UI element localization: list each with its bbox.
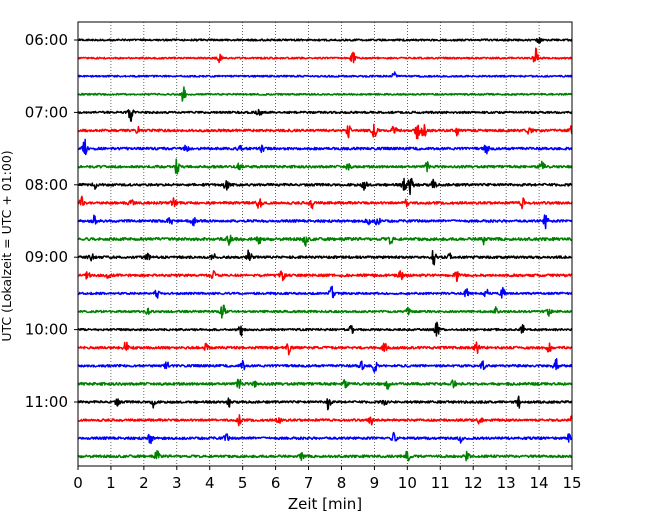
- trace-line: [77, 358, 573, 373]
- x-tick-label: 9: [370, 474, 380, 492]
- trace-line: [77, 270, 573, 283]
- trace-line: [77, 47, 573, 64]
- trace-line: [77, 378, 573, 390]
- y-tick-label: 08:00: [25, 176, 68, 194]
- trace-line: [77, 285, 573, 299]
- x-tick-label: 10: [398, 474, 417, 492]
- seismic-traces: [77, 37, 573, 462]
- trace-line: [77, 431, 573, 445]
- x-tick-label: 0: [73, 474, 83, 492]
- x-tick-label: 6: [271, 474, 281, 492]
- plot-frame: [77, 21, 573, 467]
- trace-line: [77, 321, 573, 337]
- y-axis-label: UTC (Lokalzeit = UTC + 01:00): [0, 150, 14, 341]
- trace-line: [77, 158, 573, 175]
- trace-line: [77, 108, 573, 122]
- x-tick-label: 3: [172, 474, 182, 492]
- vertical-gridlines: [110, 22, 540, 466]
- x-tick-label: 11: [431, 474, 450, 492]
- x-tick-label: 8: [337, 474, 347, 492]
- y-tick-label: 11:00: [25, 393, 68, 411]
- x-tick-label: 14: [530, 474, 549, 492]
- x-tick-label: 15: [562, 474, 581, 492]
- x-tick-label: 4: [205, 474, 215, 492]
- trace-line: [77, 304, 573, 319]
- trace-line: [77, 37, 573, 45]
- x-tick-label: 2: [139, 474, 149, 492]
- trace-line: [77, 214, 573, 230]
- x-axis-label: Zeit [min]: [288, 495, 362, 513]
- trace-line: [77, 234, 573, 247]
- y-tick-label: 07:00: [25, 103, 68, 121]
- trace-line: [77, 414, 573, 427]
- y-tick-label: 09:00: [25, 248, 68, 266]
- trace-line: [77, 71, 573, 78]
- trace-line: [77, 195, 573, 210]
- trace-line: [77, 86, 573, 102]
- x-tick-label: 12: [464, 474, 483, 492]
- trace-line: [77, 395, 573, 411]
- trace-line: [77, 177, 573, 196]
- x-tick-label: 7: [304, 474, 314, 492]
- x-tick-label: 13: [497, 474, 516, 492]
- trace-line: [77, 249, 573, 266]
- y-tick-label: 06:00: [25, 31, 68, 49]
- trace-line: [77, 123, 573, 140]
- trace-line: [77, 450, 573, 462]
- trace-line: [77, 341, 573, 356]
- x-axis-ticks: 0 1 2 3 4 5 6 7 8 9 10 11 12 13 14 15: [73, 466, 582, 492]
- x-tick-label: 5: [238, 474, 248, 492]
- y-axis-ticks: 06:00 07:00 08:00 09:00 10:00 11:00: [25, 31, 78, 411]
- trace-line: [77, 138, 573, 156]
- x-tick-label: 1: [106, 474, 116, 492]
- y-tick-label: 10:00: [25, 321, 68, 339]
